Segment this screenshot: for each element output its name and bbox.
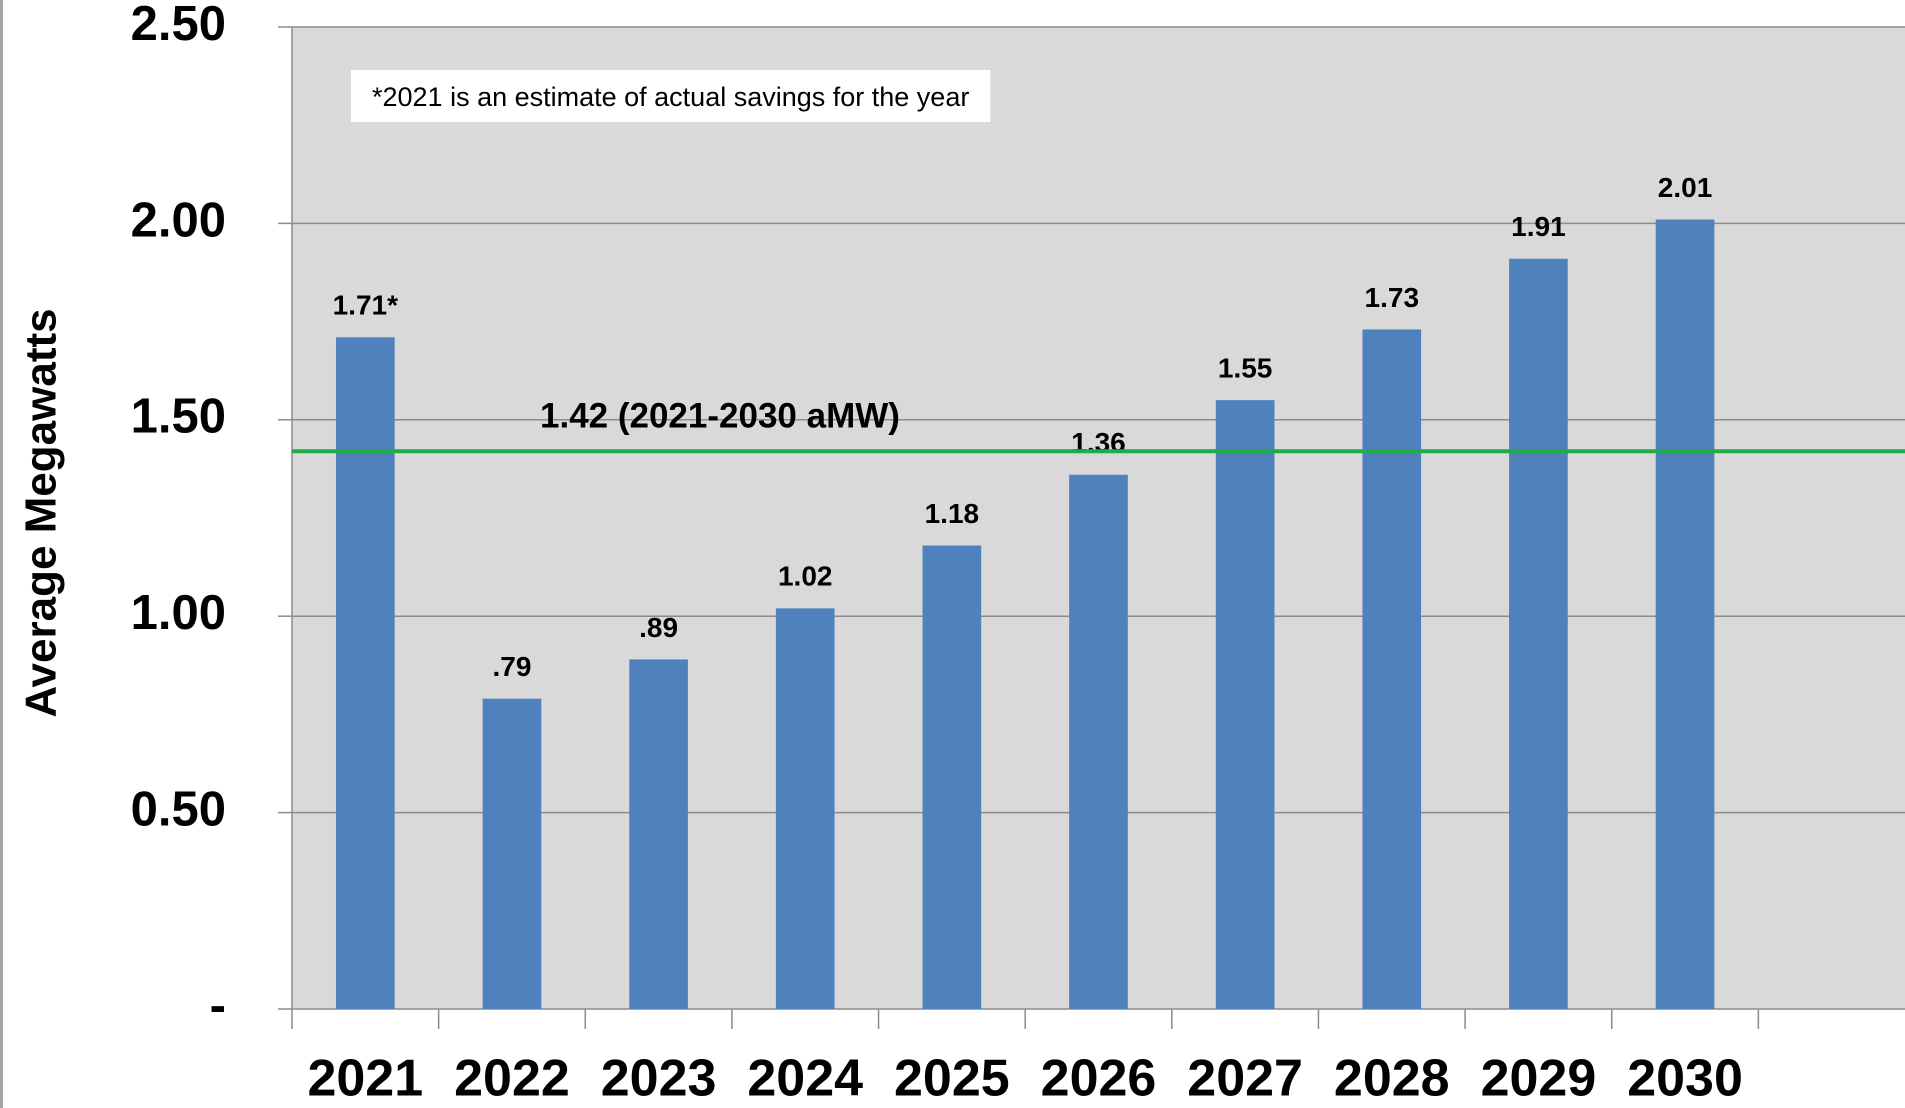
data-label: .79 (492, 651, 531, 682)
bar (775, 608, 835, 1009)
data-label: .89 (639, 612, 678, 643)
annotation: *2021 is an estimate of actual savings f… (372, 82, 969, 112)
x-tick-label: 2029 (1481, 1050, 1597, 1108)
bar (1655, 219, 1715, 1010)
data-label: 1.73 (1365, 282, 1420, 313)
bar (922, 545, 982, 1009)
x-tick-label: 2021 (307, 1050, 423, 1108)
x-tick-label: 2028 (1334, 1050, 1450, 1108)
x-tick-label: 2026 (1041, 1050, 1157, 1108)
data-label: 1.02 (778, 561, 833, 592)
bar (1069, 474, 1128, 1009)
average-label: 1.42 (2021-2030 aMW) (540, 396, 900, 435)
bar (1215, 400, 1275, 1009)
bar (1509, 258, 1568, 1009)
annotation-box (351, 70, 991, 122)
x-tick-label: 2022 (454, 1050, 570, 1108)
data-label: 1.36 (1071, 427, 1126, 458)
bar (1362, 329, 1422, 1009)
data-label: 1.71* (333, 290, 398, 321)
data-label: 1.91 (1511, 211, 1566, 242)
y-tick-label: 1.50 (131, 390, 226, 444)
x-tick-label: 2024 (747, 1050, 863, 1108)
bar (629, 659, 688, 1009)
bar (482, 698, 542, 1009)
y-tick-label: 2.50 (131, 0, 226, 51)
data-label: 1.18 (925, 498, 980, 529)
x-tick-label: 2027 (1187, 1050, 1303, 1108)
data-label: 2.01 (1658, 172, 1713, 203)
x-tick-label: 2023 (601, 1050, 717, 1108)
x-tick-label: 2025 (894, 1050, 1010, 1108)
x-tick-label: 2030 (1627, 1050, 1743, 1108)
bar (335, 337, 395, 1009)
data-label: 1.55 (1218, 353, 1273, 384)
y-axis-title: Average Megawatts (17, 308, 66, 717)
y-tick-label: 0.50 (131, 783, 226, 837)
y-tick-label: - (210, 979, 226, 1033)
y-tick-label: 1.00 (131, 586, 226, 640)
y-tick-label: 2.00 (131, 193, 226, 247)
left-border (0, 0, 3, 1108)
